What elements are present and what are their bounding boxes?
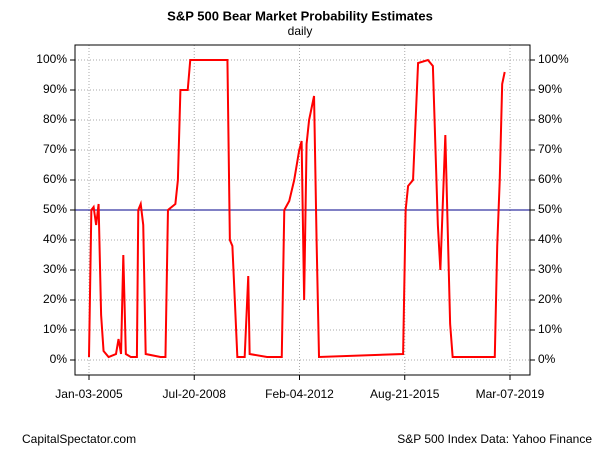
plot-frame [74,44,531,376]
y2-tick-label: 100% [538,52,569,66]
y2-tick-label: 50% [538,202,562,216]
footer-left: CapitalSpectator.com [22,432,136,446]
y-tick-label: 80% [43,112,67,126]
chart-subtitle: daily [288,24,313,38]
y-tick-label: 60% [43,172,67,186]
x-tick-label: Mar-07-2019 [476,387,545,401]
y-tick-label: 20% [43,292,67,306]
y-tick-label: 70% [43,142,67,156]
y-tick-label: 100% [36,52,67,66]
y2-tick-label: 80% [538,112,562,126]
y2-tick-label: 30% [538,262,562,276]
x-tick-label: Feb-04-2012 [265,387,334,401]
y2-tick-label: 70% [538,142,562,156]
y-tick-label: 30% [43,262,67,276]
y2-tick-label: 60% [538,172,562,186]
y2-tick-label: 10% [538,322,562,336]
x-tick-label: Jan-03-2005 [55,387,123,401]
chart-title: S&P 500 Bear Market Probability Estimate… [167,8,433,23]
x-tick-label: Jul-20-2008 [163,387,227,401]
y2-tick-label: 0% [538,352,556,366]
y-tick-label: 90% [43,82,67,96]
footer-right: S&P 500 Index Data: Yahoo Finance [397,432,592,446]
x-tick-label: Aug-21-2015 [370,387,440,401]
y-tick-label: 10% [43,322,67,336]
y-tick-label: 50% [43,202,67,216]
y-tick-label: 40% [43,232,67,246]
y2-tick-label: 40% [538,232,562,246]
y2-tick-label: 90% [538,82,562,96]
y-tick-label: 0% [50,352,68,366]
data-line [87,58,506,359]
y2-tick-label: 20% [538,292,562,306]
